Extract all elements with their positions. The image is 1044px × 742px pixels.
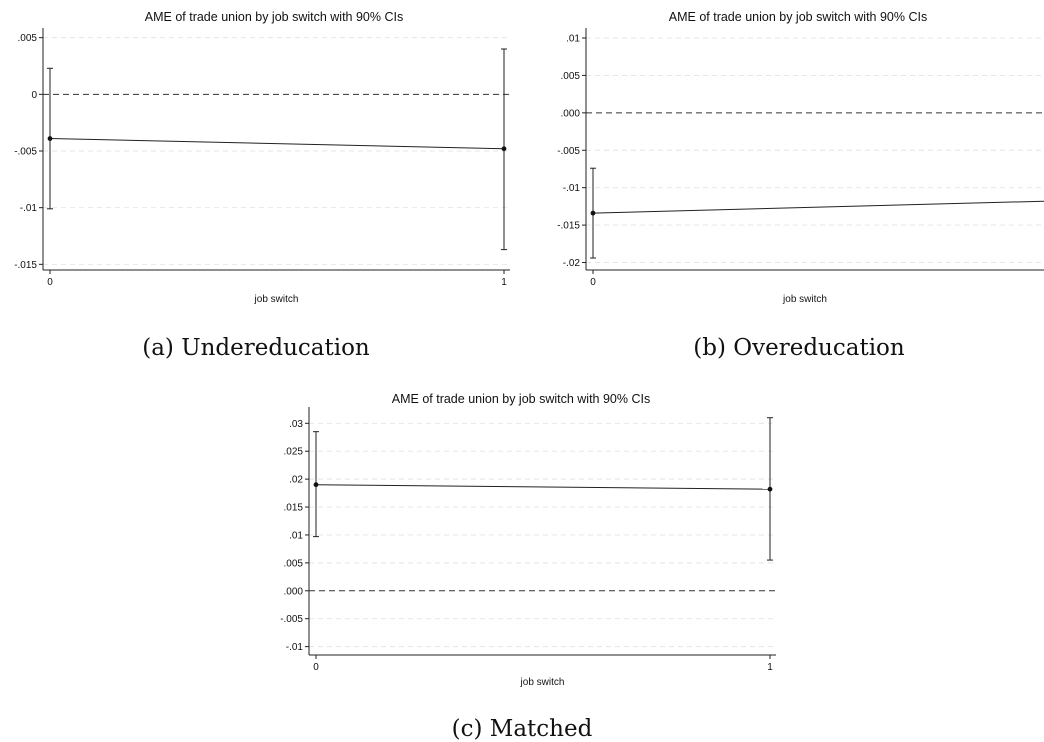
x-tick-label: 0 xyxy=(313,662,319,673)
data-point xyxy=(48,136,53,141)
y-tick-label: .000 xyxy=(561,108,581,119)
y-tick-label: -.01 xyxy=(20,203,38,214)
x-tick-label: 0 xyxy=(47,277,53,288)
x-axis-label: job switch xyxy=(254,294,299,305)
y-tick-label: .000 xyxy=(284,586,304,597)
y-tick-label: .005 xyxy=(18,33,38,44)
panel-caption: (a) Undereducation xyxy=(142,335,370,361)
y-tick-label: -.01 xyxy=(286,642,304,653)
chart-title: AME of trade union by job switch with 90… xyxy=(669,10,927,24)
y-tick-label: -.015 xyxy=(14,260,37,271)
y-tick-label: .005 xyxy=(561,71,581,82)
data-point xyxy=(768,487,773,492)
panel-undereducation: AME of trade union by job switch with 90… xyxy=(14,10,510,361)
y-tick-label: 0 xyxy=(31,90,37,101)
panel-caption: (b) Overeducation xyxy=(693,335,905,361)
y-tick-label: .03 xyxy=(289,419,303,430)
y-tick-label: -.005 xyxy=(557,146,580,157)
x-axis-label: job switch xyxy=(520,677,565,688)
y-tick-label: -.005 xyxy=(280,614,303,625)
x-tick-label: 0 xyxy=(590,277,596,288)
y-tick-label: -.01 xyxy=(563,183,581,194)
data-point xyxy=(502,146,507,151)
y-tick-label: .02 xyxy=(289,475,303,486)
x-tick-label: 1 xyxy=(767,662,773,673)
chart-title: AME of trade union by job switch with 90… xyxy=(392,392,650,406)
chart-title: AME of trade union by job switch with 90… xyxy=(145,10,403,24)
y-tick-label: .01 xyxy=(566,33,580,44)
y-tick-label: .01 xyxy=(289,530,303,541)
series-line xyxy=(50,139,504,149)
y-tick-label: -.015 xyxy=(557,221,580,232)
y-tick-label: .015 xyxy=(284,503,304,514)
data-point xyxy=(314,482,319,487)
series-line xyxy=(316,485,770,489)
x-tick-label: 1 xyxy=(501,277,507,288)
y-tick-label: .005 xyxy=(284,558,304,569)
y-tick-label: .025 xyxy=(284,447,304,458)
panel-matched: AME of trade union by job switch with 90… xyxy=(280,392,776,742)
series-line xyxy=(593,201,1044,213)
panel-overeducation: AME of trade union by job switch with 90… xyxy=(557,10,1044,361)
y-tick-label: -.02 xyxy=(563,258,581,269)
panel-caption: (c) Matched xyxy=(452,716,593,742)
data-point xyxy=(591,211,596,216)
x-axis-label: job switch xyxy=(782,294,827,305)
y-tick-label: -.005 xyxy=(14,147,37,158)
